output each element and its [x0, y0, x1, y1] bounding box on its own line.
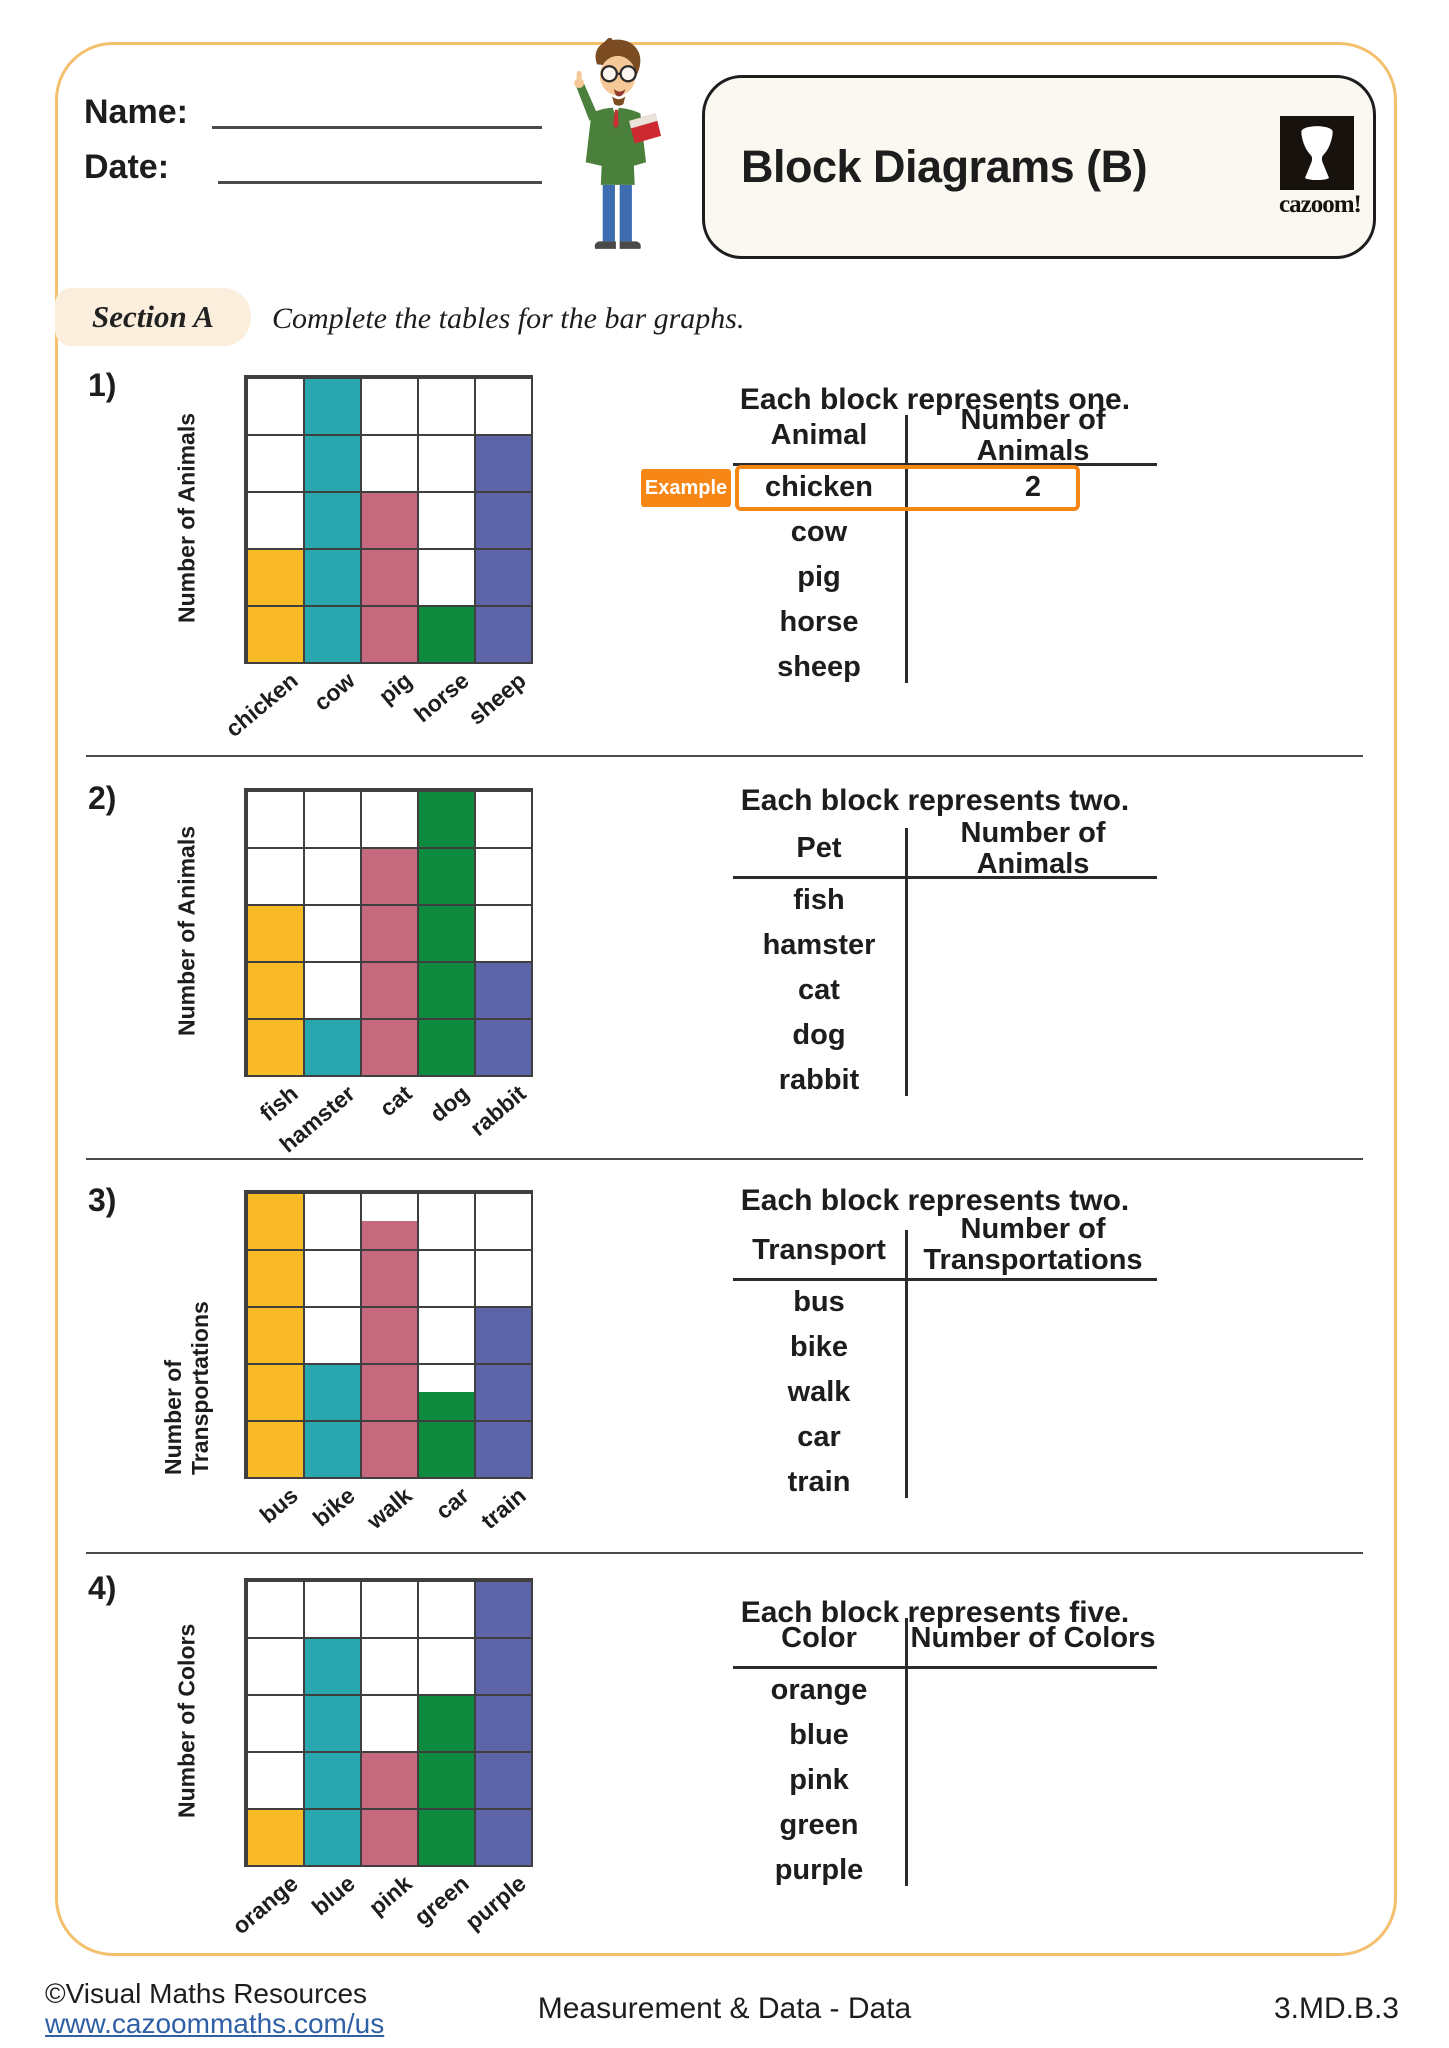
table-row-label-horse: horse [779, 606, 859, 638]
table-divider-vline [905, 1618, 908, 1886]
footer-standard-code: 3.MD.B.3 [1273, 1992, 1399, 2025]
table-divider-vline [905, 415, 908, 683]
table-col2-header: Number of Transportations [923, 1212, 1143, 1276]
footer-center-text: Measurement & Data - Data [537, 1992, 912, 2025]
table-row-label-green: green [779, 1809, 859, 1841]
table-divider-vline [905, 1230, 908, 1498]
table-row-label-bus: bus [793, 1286, 845, 1318]
table-col2-header: Number of Animals [960, 816, 1106, 880]
block-grid [244, 1578, 533, 1867]
table-row-label-purple: purple [774, 1854, 864, 1886]
section-divider-1 [86, 755, 1363, 757]
table-header-underline [733, 876, 1157, 879]
problem-number: 3) [88, 1182, 117, 1218]
date-line [218, 181, 542, 184]
section-divider-3 [86, 1552, 1363, 1554]
table-row-label-blue: blue [789, 1719, 849, 1751]
table-row-label-pig: pig [797, 561, 841, 593]
block-grid [244, 375, 533, 664]
table-row-label-pink: pink [789, 1764, 849, 1796]
grid-lines [246, 1192, 531, 1477]
table-col2-header: Number of Animals [960, 403, 1106, 467]
name-line [212, 126, 542, 129]
problem-number: 2) [88, 780, 117, 816]
example-tab: Example [641, 469, 731, 507]
block-grid [244, 1190, 533, 1479]
table-divider-vline [905, 828, 908, 1096]
table-row-label-rabbit: rabbit [778, 1064, 860, 1096]
table-row-label-orange: orange [770, 1674, 868, 1706]
table-col1-header: Color [781, 1622, 857, 1655]
table-row-label-dog: dog [792, 1019, 846, 1051]
table-col2-header: Number of Colors [910, 1622, 1156, 1655]
table-row-label-chicken: chicken [765, 471, 873, 503]
problem-number: 4) [88, 1570, 117, 1606]
table-row-label-hamster: hamster [762, 929, 876, 961]
table-row-label-walk: walk [787, 1376, 851, 1408]
footer-copyright: ©Visual Maths Resources [45, 1978, 368, 2009]
section-divider-2 [86, 1158, 1363, 1160]
page-title: Block Diagrams (B) [741, 141, 1148, 192]
table-row-label-car: car [797, 1421, 841, 1453]
brand-text: cazoom! [1279, 191, 1362, 218]
problem-number: 1) [88, 367, 117, 403]
table-row-label-sheep: sheep [777, 651, 861, 683]
table-row-label-fish: fish [793, 884, 845, 916]
table-row-label-cow: cow [790, 516, 848, 548]
y-axis-label: Number of Animals [173, 825, 200, 1036]
table-header-underline [733, 1666, 1157, 1669]
section-badge: Section A [55, 288, 251, 346]
y-axis-label: Number of Animals [173, 412, 200, 623]
y-axis-label: Number of Transportations [160, 1301, 213, 1475]
section-instruction: Complete the tables for the bar graphs. [272, 302, 745, 335]
page-border-frame [55, 42, 1397, 1956]
table-row-label-train: train [787, 1466, 851, 1498]
table-header-underline [733, 1278, 1157, 1281]
block-note: Each block represents two. [740, 784, 1130, 817]
block-note: Each block represents five. [740, 1596, 1130, 1629]
teacher-illustration [556, 36, 672, 264]
grid-lines [246, 1580, 531, 1865]
grid-lines [246, 790, 531, 1075]
date-label: Date: [84, 148, 170, 186]
y-axis-label: Number of Colors [173, 1623, 200, 1818]
grid-lines [246, 377, 531, 662]
cazoom-drum-icon [1280, 116, 1354, 190]
block-note: Each block represents two. [740, 1184, 1130, 1217]
cazoom-logo: cazoom! [1279, 116, 1362, 219]
table-col1-header: Animal [770, 419, 868, 452]
example-highlight-box [735, 465, 1080, 511]
block-note: Each block represents one. [739, 383, 1131, 416]
name-label: Name: [84, 93, 188, 131]
table-col1-header: Pet [796, 832, 842, 865]
table-header-underline [733, 463, 1157, 466]
table-col1-header: Transport [752, 1234, 886, 1267]
table-row-label-bike: bike [789, 1331, 849, 1363]
example-answer-value: 2 [1024, 471, 1042, 503]
footer-link[interactable]: www.cazoommaths.com/us [45, 2008, 385, 2039]
block-grid [244, 788, 533, 1077]
table-row-label-cat: cat [798, 974, 840, 1006]
title-box: Block Diagrams (B) cazoom! [702, 75, 1376, 259]
